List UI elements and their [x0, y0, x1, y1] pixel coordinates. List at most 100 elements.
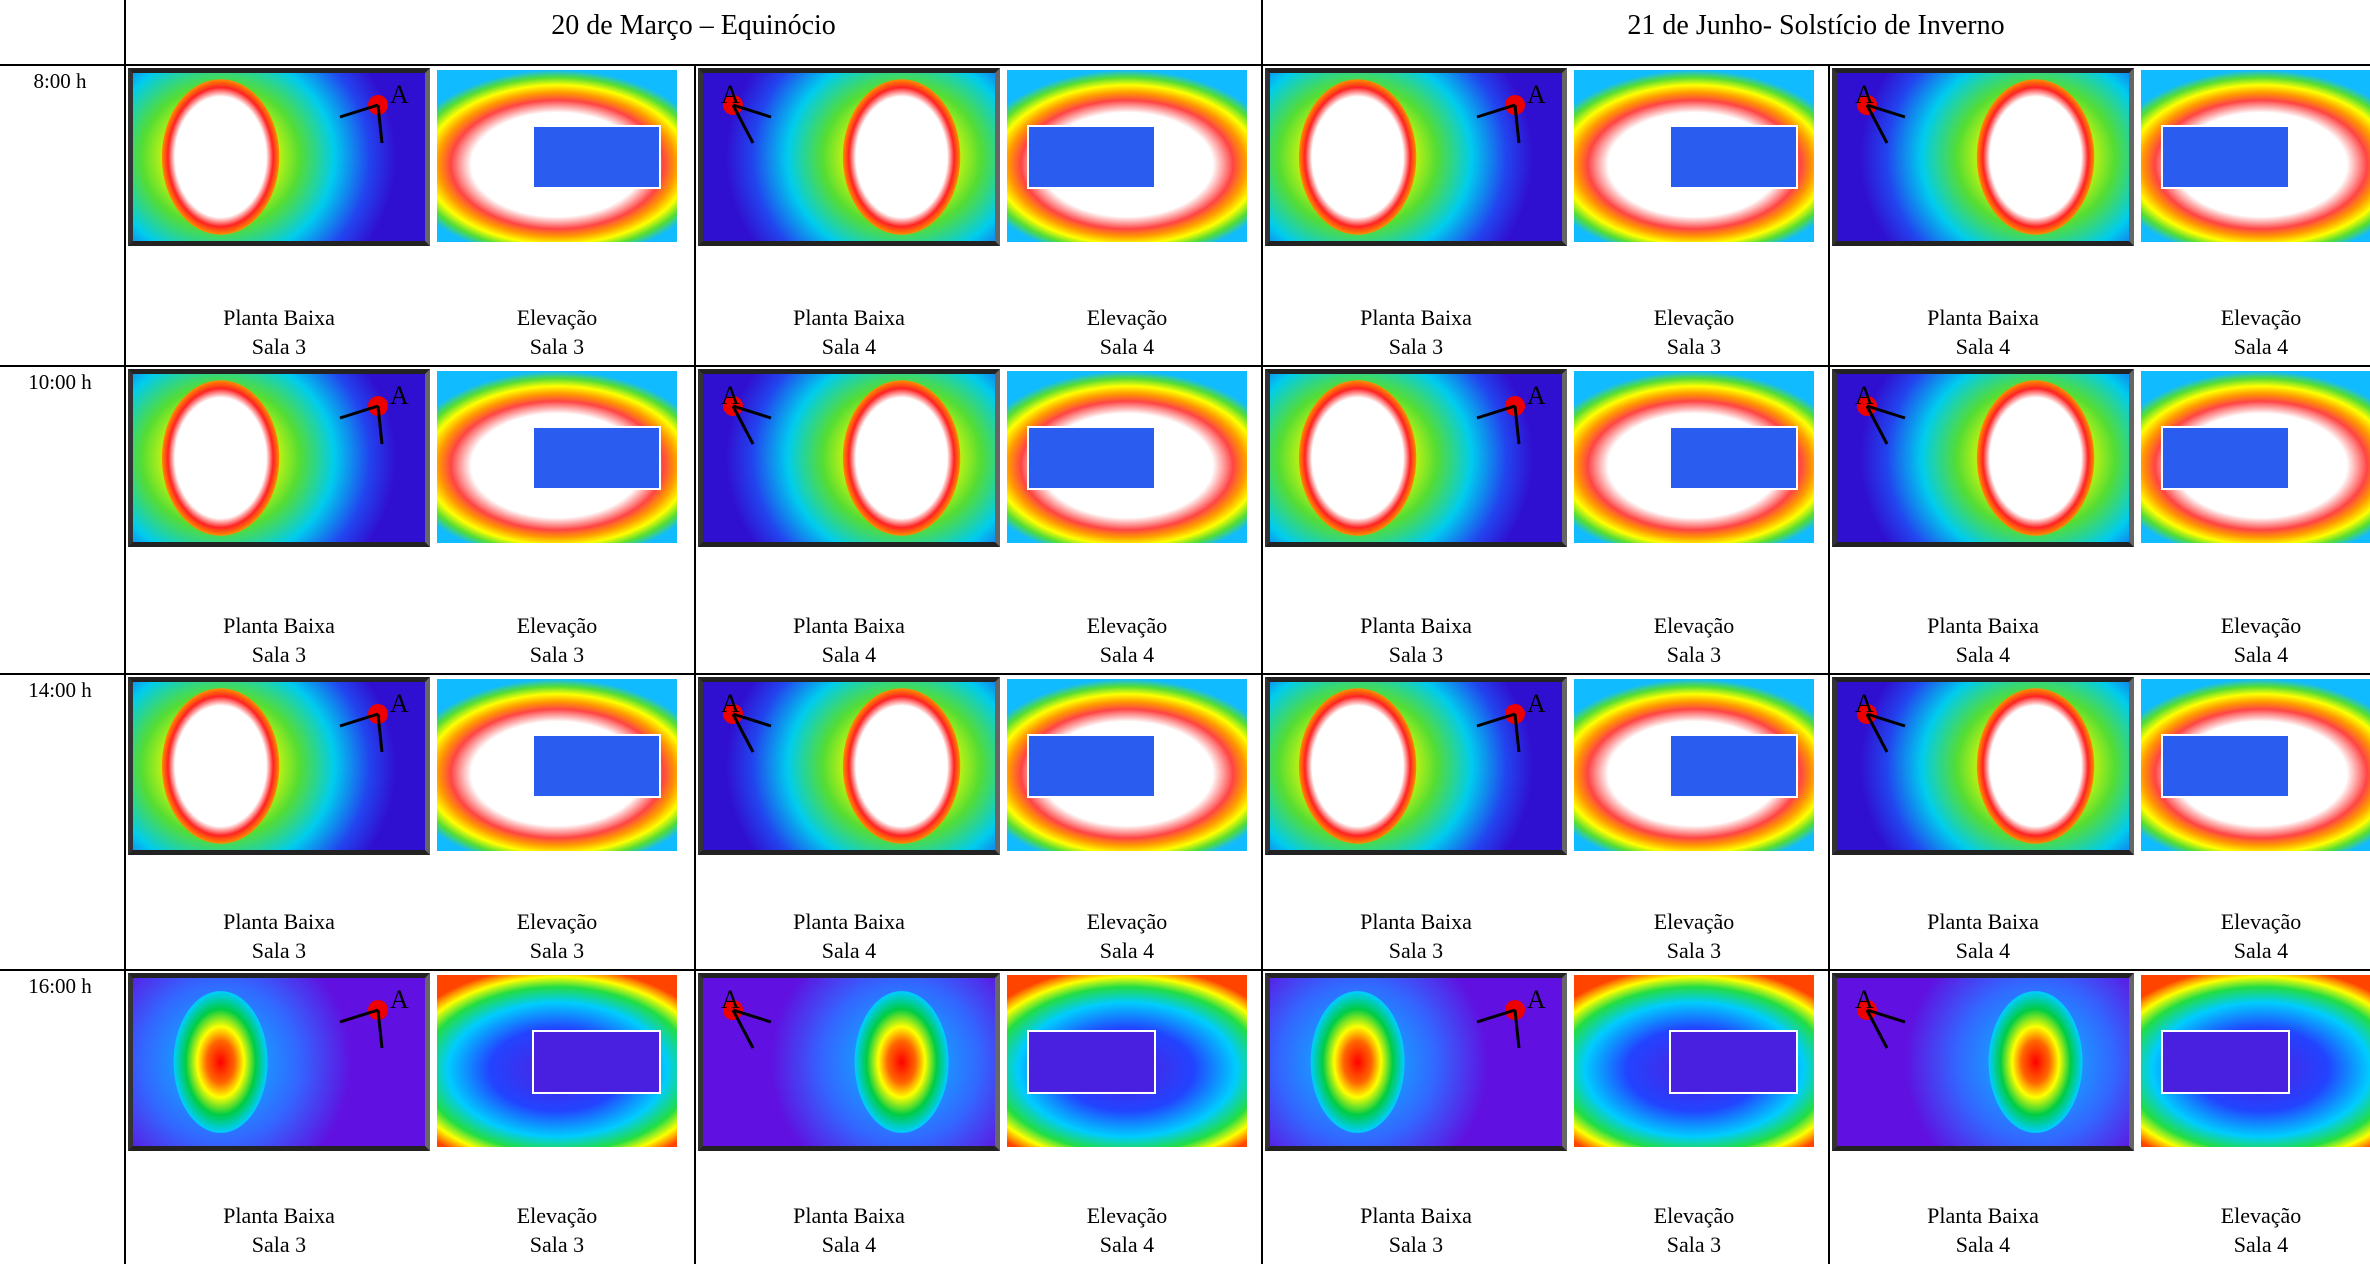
- point-label: A: [721, 985, 740, 1014]
- caption: Elevação: [1653, 305, 1735, 330]
- plan-image: A: [698, 68, 1000, 246]
- marker-part: [1866, 1008, 1906, 1024]
- rule: [0, 365, 2370, 367]
- marker: A: [1855, 985, 1906, 1049]
- elevation-image: [437, 975, 677, 1147]
- marker: A: [1855, 381, 1906, 445]
- wall-band: [2161, 125, 2290, 189]
- marker: A: [1855, 689, 1906, 753]
- marker-part: [731, 405, 755, 445]
- elevation-image: [2141, 371, 2370, 543]
- elevation-image: [2141, 679, 2370, 851]
- caption: Sala 4: [821, 642, 877, 667]
- marker-part: [1865, 1009, 1889, 1049]
- wall-band: [1027, 734, 1156, 798]
- caption: Elevação: [2220, 909, 2302, 934]
- caption: Planta Baixa: [793, 305, 905, 330]
- marker-part: [1865, 405, 1889, 445]
- plan-image: A: [698, 369, 1000, 547]
- wall-band: [1669, 734, 1798, 798]
- marker: A: [339, 80, 409, 144]
- plan-image: A: [128, 973, 430, 1151]
- marker-part: [376, 405, 384, 445]
- point-label: A: [1527, 985, 1546, 1014]
- caption: Sala 3: [251, 642, 307, 667]
- caption: Planta Baixa: [1927, 305, 2039, 330]
- rule: [0, 969, 2370, 971]
- plan-image: A: [1832, 369, 2134, 547]
- caption: Sala 4: [1955, 642, 2011, 667]
- elevation-image: [437, 679, 677, 851]
- plan-image: A: [128, 677, 430, 855]
- point-label: A: [1855, 80, 1874, 109]
- marker-part: [732, 1008, 772, 1024]
- caption: Sala 3: [1666, 938, 1722, 963]
- marker-part: [1513, 713, 1521, 753]
- rule: [0, 64, 2370, 66]
- caption: Elevação: [516, 909, 598, 934]
- caption: Sala 4: [2233, 1232, 2289, 1257]
- marker: A: [721, 381, 772, 445]
- caption: Sala 4: [1099, 938, 1155, 963]
- elevation-image: [2141, 975, 2370, 1147]
- point-label: A: [721, 689, 740, 718]
- caption: Planta Baixa: [223, 1203, 335, 1228]
- wall-band: [1027, 426, 1156, 490]
- point-label: A: [721, 80, 740, 109]
- marker-part: [339, 712, 379, 728]
- caption: Elevação: [1653, 1203, 1735, 1228]
- caption: Sala 3: [1388, 938, 1444, 963]
- caption: Sala 4: [821, 938, 877, 963]
- caption: Planta Baixa: [1360, 1203, 1472, 1228]
- caption: Planta Baixa: [1360, 305, 1472, 330]
- caption: Elevação: [1653, 909, 1735, 934]
- marker: A: [1476, 985, 1546, 1049]
- marker-part: [376, 1009, 384, 1049]
- marker: A: [1476, 80, 1546, 144]
- elevation-image: [1007, 975, 1247, 1147]
- caption: Sala 3: [529, 938, 585, 963]
- marker-part: [1476, 404, 1516, 420]
- caption: Planta Baixa: [223, 613, 335, 638]
- elevation-image: [437, 371, 677, 543]
- point-label: A: [390, 80, 409, 109]
- caption: Planta Baixa: [793, 909, 905, 934]
- plan-image: A: [1832, 68, 2134, 246]
- wall-band: [1027, 1030, 1156, 1094]
- caption: Sala 4: [2233, 642, 2289, 667]
- caption: Elevação: [1086, 613, 1168, 638]
- wall-band: [532, 426, 661, 490]
- time-label: 14:00 h: [28, 678, 92, 702]
- caption: Elevação: [2220, 1203, 2302, 1228]
- caption: Elevação: [1086, 909, 1168, 934]
- time-label: 8:00 h: [33, 69, 87, 93]
- elevation-image: [1007, 679, 1247, 851]
- point-label: A: [390, 985, 409, 1014]
- caption: Planta Baixa: [223, 305, 335, 330]
- point-label: A: [1527, 80, 1546, 109]
- caption: Elevação: [516, 1203, 598, 1228]
- marker-part: [731, 713, 755, 753]
- marker-part: [339, 404, 379, 420]
- caption: Sala 4: [1955, 334, 2011, 359]
- wall-band: [2161, 1030, 2290, 1094]
- point-label: A: [1855, 985, 1874, 1014]
- elevation-image: [1007, 371, 1247, 543]
- marker-part: [732, 404, 772, 420]
- caption: Sala 4: [1099, 642, 1155, 667]
- caption: Planta Baixa: [793, 1203, 905, 1228]
- marker: A: [339, 985, 409, 1049]
- elevation-image: [2141, 70, 2370, 242]
- caption: Elevação: [516, 305, 598, 330]
- point-label: A: [1527, 381, 1546, 410]
- marker-part: [1513, 405, 1521, 445]
- caption: Elevação: [1086, 305, 1168, 330]
- point-label: A: [721, 381, 740, 410]
- plan-image: A: [128, 68, 430, 246]
- caption: Sala 4: [1955, 938, 2011, 963]
- wall-band: [2161, 426, 2290, 490]
- wall-band: [2161, 734, 2290, 798]
- marker-part: [376, 104, 384, 144]
- marker-part: [1866, 404, 1906, 420]
- marker-part: [732, 103, 772, 119]
